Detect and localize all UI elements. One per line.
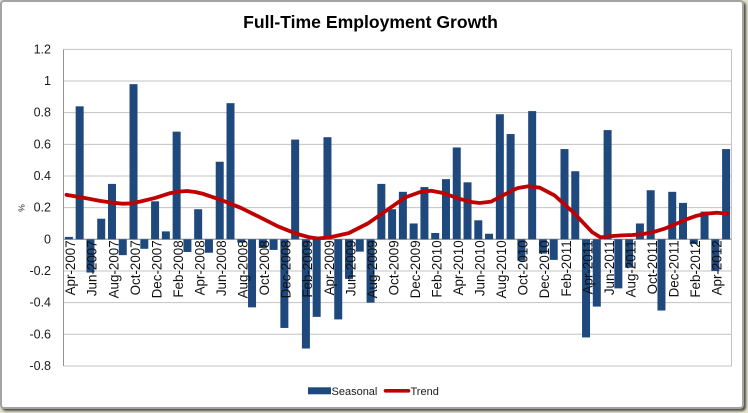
svg-text:Jun-2008: Jun-2008 [214, 240, 229, 296]
svg-text:Aug-2011: Aug-2011 [623, 240, 638, 297]
svg-text:Jun-2007: Jun-2007 [85, 240, 100, 296]
svg-text:Feb-2008: Feb-2008 [171, 240, 186, 297]
svg-text:-0.2: -0.2 [29, 264, 51, 278]
svg-text:1.2: 1.2 [34, 42, 51, 56]
svg-text:%: % [17, 204, 27, 212]
svg-text:Oct-2011: Oct-2011 [645, 240, 660, 294]
svg-text:Dec-2009: Dec-2009 [408, 240, 423, 298]
svg-text:Oct-2009: Oct-2009 [386, 240, 401, 295]
svg-text:Aug-2007: Aug-2007 [106, 240, 121, 298]
svg-text:Oct-2008: Oct-2008 [257, 240, 272, 295]
svg-text:Jun-2011: Jun-2011 [602, 240, 617, 295]
svg-text:Jun-2010: Jun-2010 [473, 240, 488, 296]
svg-text:Dec-2010: Dec-2010 [537, 240, 552, 298]
svg-text:Aug-2009: Aug-2009 [365, 240, 380, 298]
svg-text:-0.6: -0.6 [29, 327, 51, 341]
svg-text:0.4: 0.4 [34, 169, 51, 183]
svg-text:Oct-2007: Oct-2007 [128, 240, 143, 295]
svg-text:Apr-2008: Apr-2008 [192, 240, 207, 295]
svg-text:Dec-2007: Dec-2007 [149, 240, 164, 298]
svg-text:Apr-2009: Apr-2009 [322, 240, 337, 295]
svg-text:Feb-2011: Feb-2011 [559, 240, 574, 296]
svg-text:Apr-2010: Apr-2010 [451, 240, 466, 295]
svg-text:Feb-2009: Feb-2009 [300, 240, 315, 297]
svg-text:Oct-2010: Oct-2010 [516, 240, 531, 295]
svg-text:0.6: 0.6 [34, 137, 51, 151]
svg-text:-0.8: -0.8 [29, 359, 51, 373]
svg-text:Feb-2012: Feb-2012 [688, 240, 703, 297]
svg-text:Feb-2010: Feb-2010 [430, 240, 445, 297]
svg-text:0.2: 0.2 [34, 201, 51, 215]
svg-text:Jun-2009: Jun-2009 [343, 240, 358, 296]
svg-text:Dec-2011: Dec-2011 [667, 240, 682, 297]
svg-text:Seasonal: Seasonal [332, 386, 378, 398]
svg-text:Full-Time Employment Growth: Full-Time Employment Growth [243, 12, 498, 32]
svg-text:0: 0 [44, 232, 51, 246]
svg-text:Apr-2012: Apr-2012 [710, 240, 725, 295]
svg-text:0.8: 0.8 [34, 106, 51, 120]
svg-text:Aug-2008: Aug-2008 [236, 240, 251, 298]
svg-text:-0.4: -0.4 [29, 296, 51, 310]
svg-text:Apr-2011: Apr-2011 [580, 240, 595, 294]
svg-text:Apr-2007: Apr-2007 [63, 240, 78, 295]
svg-text:1: 1 [44, 74, 51, 88]
svg-text:Trend: Trend [411, 386, 439, 398]
svg-text:Aug-2010: Aug-2010 [494, 240, 509, 298]
svg-text:Dec-2008: Dec-2008 [279, 240, 294, 298]
